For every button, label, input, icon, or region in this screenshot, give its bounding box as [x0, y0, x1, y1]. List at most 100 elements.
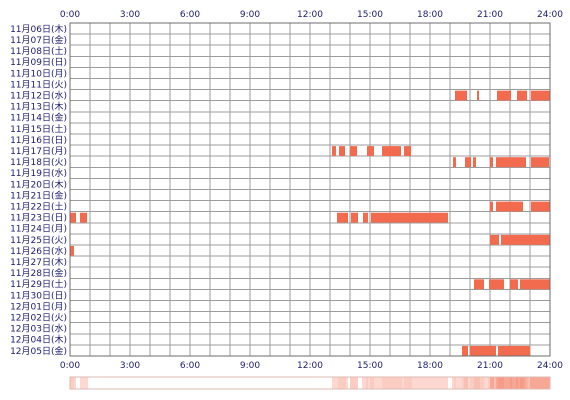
summary-bin	[438, 377, 440, 389]
row-label: 11月09日(日)	[10, 57, 67, 68]
x-tick-label-bottom: 15:00	[357, 361, 383, 371]
activity-segment	[531, 90, 550, 101]
summary-bin	[420, 377, 422, 389]
summary-bin	[504, 377, 506, 389]
x-tick-label-top: 24:00	[537, 10, 563, 20]
activity-segment	[477, 90, 479, 101]
summary-bin	[472, 377, 474, 389]
row-label: 11月19日(水)	[10, 167, 67, 179]
activity-segment	[496, 201, 523, 212]
row-label: 11月28日(金)	[10, 267, 67, 279]
summary-bin	[428, 377, 430, 389]
summary-bin	[486, 377, 488, 389]
summary-bin	[398, 377, 400, 389]
activity-segment	[80, 212, 87, 223]
summary-bin	[422, 377, 424, 389]
activity-segments	[70, 90, 550, 356]
activity-segment	[531, 201, 550, 212]
activity-segment	[531, 157, 549, 168]
activity-segment	[520, 279, 550, 290]
plot-border	[69, 22, 551, 357]
summary-bin	[484, 377, 486, 389]
summary-bin	[478, 377, 480, 389]
summary-bin	[402, 377, 404, 389]
activity-segment	[497, 90, 511, 101]
summary-bin	[506, 377, 508, 389]
x-tick-label-bottom: 18:00	[417, 361, 443, 371]
row-labels: 11月06日(木)11月07日(金)11月08日(土)11月09日(日)11月1…	[10, 23, 67, 357]
summary-bin	[534, 377, 536, 389]
activity-segment	[382, 146, 401, 156]
summary-bin	[378, 377, 380, 389]
row-label: 11月12日(水)	[10, 89, 67, 101]
summary-bin	[528, 377, 530, 389]
x-tick-label-bottom: 9:00	[240, 361, 260, 371]
summary-bin	[480, 377, 482, 389]
summary-bin	[470, 377, 472, 389]
summary-bin	[502, 377, 504, 389]
x-tick-label-top: 15:00	[357, 10, 383, 20]
summary-bin	[510, 377, 512, 389]
summary-bin	[368, 377, 370, 389]
summary-bin	[340, 377, 342, 389]
summary-bin	[352, 377, 354, 389]
summary-bin	[406, 377, 408, 389]
activity-segment	[332, 146, 336, 156]
activity-segment	[489, 279, 504, 290]
summary-bin	[356, 377, 358, 389]
activity-segment	[510, 279, 518, 290]
activity-segment	[350, 146, 357, 156]
summary-bin	[366, 377, 368, 389]
summary-bin	[512, 377, 514, 389]
activity-segment	[455, 90, 467, 101]
x-tick-label-top: 0:00	[60, 10, 80, 20]
summary-bin	[538, 377, 540, 389]
summary-bin	[344, 377, 346, 389]
summary-bin	[380, 377, 382, 389]
x-tick-label-bottom: 24:00	[537, 361, 563, 371]
summary-strip	[69, 376, 551, 390]
summary-bin	[492, 377, 494, 389]
summary-bin	[400, 377, 402, 389]
summary-bin	[82, 377, 84, 389]
row-label: 11月29日(土)	[10, 278, 67, 290]
summary-bin	[84, 377, 86, 389]
x-tick-label-bottom: 0:00	[60, 361, 80, 371]
row-label: 11月15日(土)	[10, 123, 67, 135]
x-axis-bottom: 0:00 3:00 6:00 9:00 12:00 15:00 18:00 21:00 24:0…	[60, 361, 563, 371]
activity-segment	[339, 146, 345, 156]
row-label: 11月26日(水)	[10, 245, 67, 257]
summary-bin	[442, 377, 444, 389]
row-label: 11月22日(土)	[10, 200, 67, 212]
summary-bin	[362, 377, 364, 389]
activity-segment	[473, 157, 476, 168]
activity-segment	[501, 234, 550, 245]
summary-bin	[376, 377, 378, 389]
row-label: 12月01日(月)	[10, 301, 67, 312]
summary-bin	[394, 377, 396, 389]
x-tick-label-top: 6:00	[180, 10, 200, 20]
row-label: 11月16日(日)	[10, 135, 67, 146]
summary-bin	[508, 377, 510, 389]
summary-bin	[404, 377, 406, 389]
row-label: 11月25日(火)	[10, 235, 67, 246]
summary-bin	[414, 377, 416, 389]
summary-bin	[452, 377, 454, 389]
summary-bin	[458, 377, 460, 389]
summary-bin	[418, 377, 420, 389]
summary-bin	[496, 377, 498, 389]
row-label: 11月06日(木)	[10, 23, 67, 35]
summary-bin	[424, 377, 426, 389]
row-label: 11月30日(日)	[10, 290, 67, 301]
x-tick-label-top: 21:00	[477, 10, 503, 20]
summary-bin	[532, 377, 534, 389]
summary-bin	[520, 377, 522, 389]
summary-bin	[372, 377, 374, 389]
summary-bin	[72, 377, 74, 389]
x-tick-label-top: 18:00	[417, 10, 443, 20]
summary-bin	[336, 377, 338, 389]
grid-lines	[70, 23, 550, 356]
summary-bin	[416, 377, 418, 389]
summary-bin	[494, 377, 496, 389]
